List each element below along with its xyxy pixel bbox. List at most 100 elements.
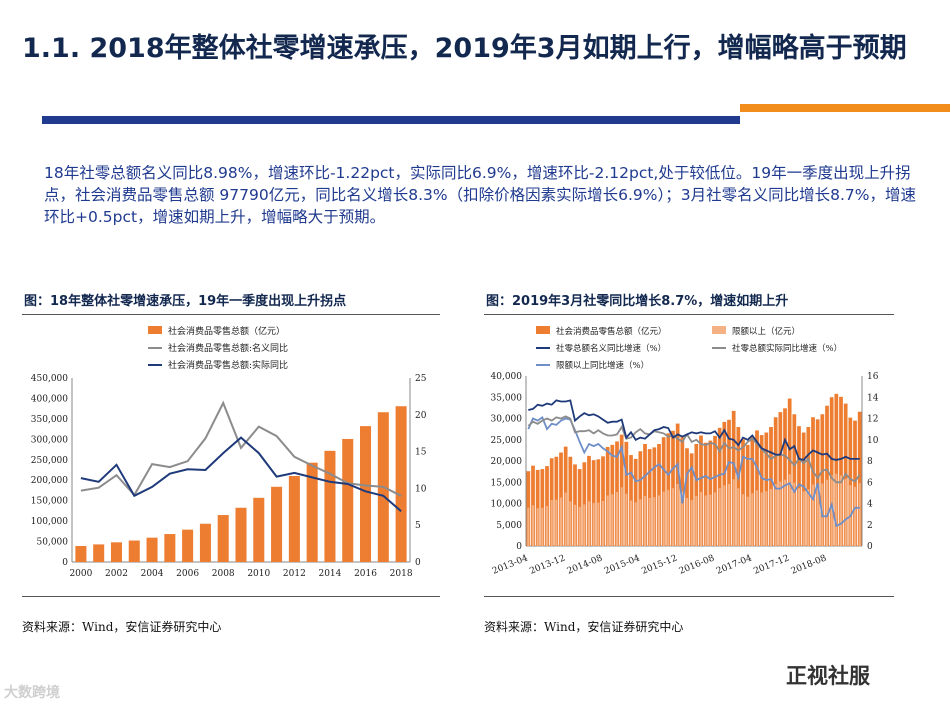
chart2-bar-above-limit [635,502,637,546]
chart2-bar-above-limit [672,488,674,546]
chart2-ytick-left: 5,000 [496,521,522,531]
chart1-legend-swatch-bar [148,326,162,334]
chart2-xtick: 2015-04 [603,553,642,576]
chart2-bar-above-limit [616,492,618,546]
chart2-bottom-rule [484,596,894,597]
chart1-bar [360,426,371,562]
chart1-legend-real: 社会消费品零售总额:实际同比 [168,359,288,371]
chart2-ytick-right: 8 [867,457,873,467]
chart2-xtick: 2017-04 [715,553,754,576]
chart1-bar [75,546,86,562]
chart2-bar-above-limit [649,498,651,546]
chart2-bar-above-limit [695,496,697,546]
chart2-top-rule [484,314,894,315]
chart2-bar-above-limit [611,494,613,546]
chart1-xtick: 2014 [318,569,341,579]
chart1-ytick-right: 5 [415,521,421,531]
chart1-legend-nominal: 社会消费品零售总额:名义同比 [168,342,288,354]
chart2-bar-above-limit [770,489,772,546]
chart2-legend-swatch-limit [712,326,726,334]
chart1-ytick-left: 150,000 [31,497,68,507]
chart2-ytick-right: 6 [867,478,873,488]
chart2-bar-above-limit [798,488,800,546]
chart1-top-rule [22,314,440,315]
chart2-bar-above-limit [607,495,609,546]
chart2-ytick-right: 0 [867,542,873,552]
chart2-ytick-right: 4 [867,500,873,510]
chart1-ytick-left: 50,000 [37,538,69,548]
watermark-right: 正视社服 [786,660,870,690]
chart1-bar [200,524,211,562]
chart2-bar-above-limit [845,479,847,546]
chart2-bar-above-limit [658,495,660,546]
chart1-ytick-left: 450,000 [31,374,68,384]
chart2-bar-above-limit [803,491,805,546]
chart2-ytick-left: 35,000 [491,393,523,403]
chart2-bar-above-limit [705,495,707,546]
chart2-bar-above-limit [597,503,599,546]
chart2-ytick-left: 10,000 [491,500,523,510]
chart2-bar-above-limit [667,490,669,546]
chart1-xtick: 2006 [176,569,199,579]
chart1-bar [129,541,140,562]
page-title: 1.1. 2018年整体社零增速承压，2019年3月如期上行，增幅略高于预期 [22,30,932,68]
chart2-caption: 图：2019年3月社零同比增长8.7%，增速如期上升 [486,290,788,309]
chart2-bar-above-limit [625,494,627,546]
chart2-bar-above-limit [555,500,557,546]
chart1-bar [342,439,353,562]
chart2-xtick: 2018-08 [790,553,829,576]
chart2-bar-above-limit [677,484,679,546]
chart2-xtick: 2017-12 [752,554,790,577]
chart1-svg: 050,000100,000150,000200,000250,000300,0… [20,318,445,586]
chart2-bar-above-limit [751,493,753,546]
chart2-bar-above-limit [532,505,534,546]
chart2-bar-above-limit [644,496,646,546]
chart2-bar-above-limit [728,484,730,546]
chart1-xtick: 2002 [105,569,128,579]
chart2-bar-above-limit [765,491,767,546]
chart1-bar [93,544,104,562]
chart2-bar-above-limit [569,501,571,546]
chart1-bottom-rule [22,596,440,597]
chart2-ytick-left: 40,000 [491,372,523,382]
chart1-xtick: 2010 [247,569,270,579]
chart2-ytick-left: 20,000 [491,457,523,467]
chart2-bar-above-limit [579,507,581,546]
chart2-bar-above-limit [588,501,590,546]
chart1-xtick: 2000 [69,569,92,579]
chart1-ytick-left: 0 [62,558,68,568]
chart2-ytick-right: 12 [867,415,878,425]
chart1-bar [111,542,122,562]
chart2-bar-above-limit [807,489,809,546]
chart2-bar-above-limit [546,506,548,546]
chart2-bar-above-limit [527,508,529,546]
chart2-bar-above-limit [775,484,777,546]
chart2-bar-above-limit [709,495,711,546]
chart1-ytick-left: 300,000 [31,435,68,445]
chart1-xtick: 2016 [354,569,377,579]
chart1-ytick-left: 200,000 [31,476,68,486]
chart2-xtick: 2013-04 [491,553,530,576]
chart2-bar-above-limit [565,492,567,546]
summary-paragraph: 18年社零总额名义同比8.98%，增速环比-1.22pct，实际同比6.9%，增… [44,162,916,228]
chart1-bar [164,534,175,562]
chart2-bar-above-limit [574,505,576,546]
title-underline-bar [42,116,740,124]
chart1-source: 资料来源：Wind，安信证券研究中心 [22,618,221,635]
chart2-ytick-right: 10 [867,436,879,446]
chart2-ytick-left: 30,000 [491,415,523,425]
chart2-legend-limit: 限额以上（亿元） [732,326,800,337]
chart2-svg: 05,00010,00015,00020,00025,00030,00035,0… [484,318,904,590]
chart1-caption: 图：18年整体社零增速承压，19年一季度出现上升拐点 [24,290,346,309]
chart2-bar-above-limit [686,498,688,546]
chart1-bar [253,498,264,562]
chart1-bar [271,487,282,562]
chart2-legend-total: 社会消费品零售总额（亿元） [556,326,667,337]
chart2-legend-real: 社零总额实际同比增速（%） [732,343,842,354]
chart2-xtick: 2015-12 [640,554,678,577]
chart2-ytick-right: 2 [867,521,873,531]
chart1-ytick-right: 0 [415,558,421,568]
chart2-bar-above-limit [537,508,539,546]
chart2-xtick: 2014-08 [566,553,605,576]
chart2-bar-above-limit [541,508,543,546]
